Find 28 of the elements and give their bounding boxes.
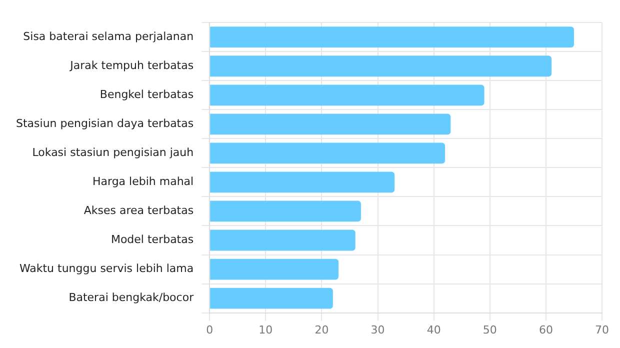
y-tick-label: Harga lebih mahal xyxy=(92,175,194,188)
x-tick-label: 70 xyxy=(595,323,609,336)
y-tick-label: Bengkel terbatas xyxy=(100,88,194,102)
y-tick-label: Lokasi stasiun pengisian jauh xyxy=(32,146,194,160)
x-tick-label: 40 xyxy=(426,323,441,336)
bar xyxy=(210,56,552,77)
bar xyxy=(210,172,395,193)
y-tick-label: Jarak tempuh terbatas xyxy=(69,58,194,72)
y-tick-label: Stasiun pengisian daya terbatas xyxy=(16,117,194,130)
bar xyxy=(210,200,361,222)
x-tick-label: 20 xyxy=(314,323,329,336)
y-tick-label: Waktu tunggu servis lebih lama xyxy=(19,262,194,276)
x-tick-label: 60 xyxy=(538,323,553,336)
x-tick-label: 50 xyxy=(482,323,497,336)
bar xyxy=(210,258,339,280)
bar xyxy=(210,114,451,135)
bar xyxy=(210,26,574,48)
y-tick-label: Sisa baterai selama perjalanan xyxy=(23,30,194,43)
y-tick-label: Akses area terbatas xyxy=(84,204,194,218)
y-tick-label: Model terbatas xyxy=(110,233,194,246)
y-tick-label: Baterai bengkak/bocor xyxy=(68,291,194,304)
bar xyxy=(210,142,446,164)
x-tick-label: 0 xyxy=(206,323,214,336)
bar xyxy=(210,84,484,106)
x-tick-label: 30 xyxy=(370,323,385,336)
x-tick-label: 10 xyxy=(258,323,273,336)
bar xyxy=(210,230,356,251)
bar xyxy=(210,288,333,309)
